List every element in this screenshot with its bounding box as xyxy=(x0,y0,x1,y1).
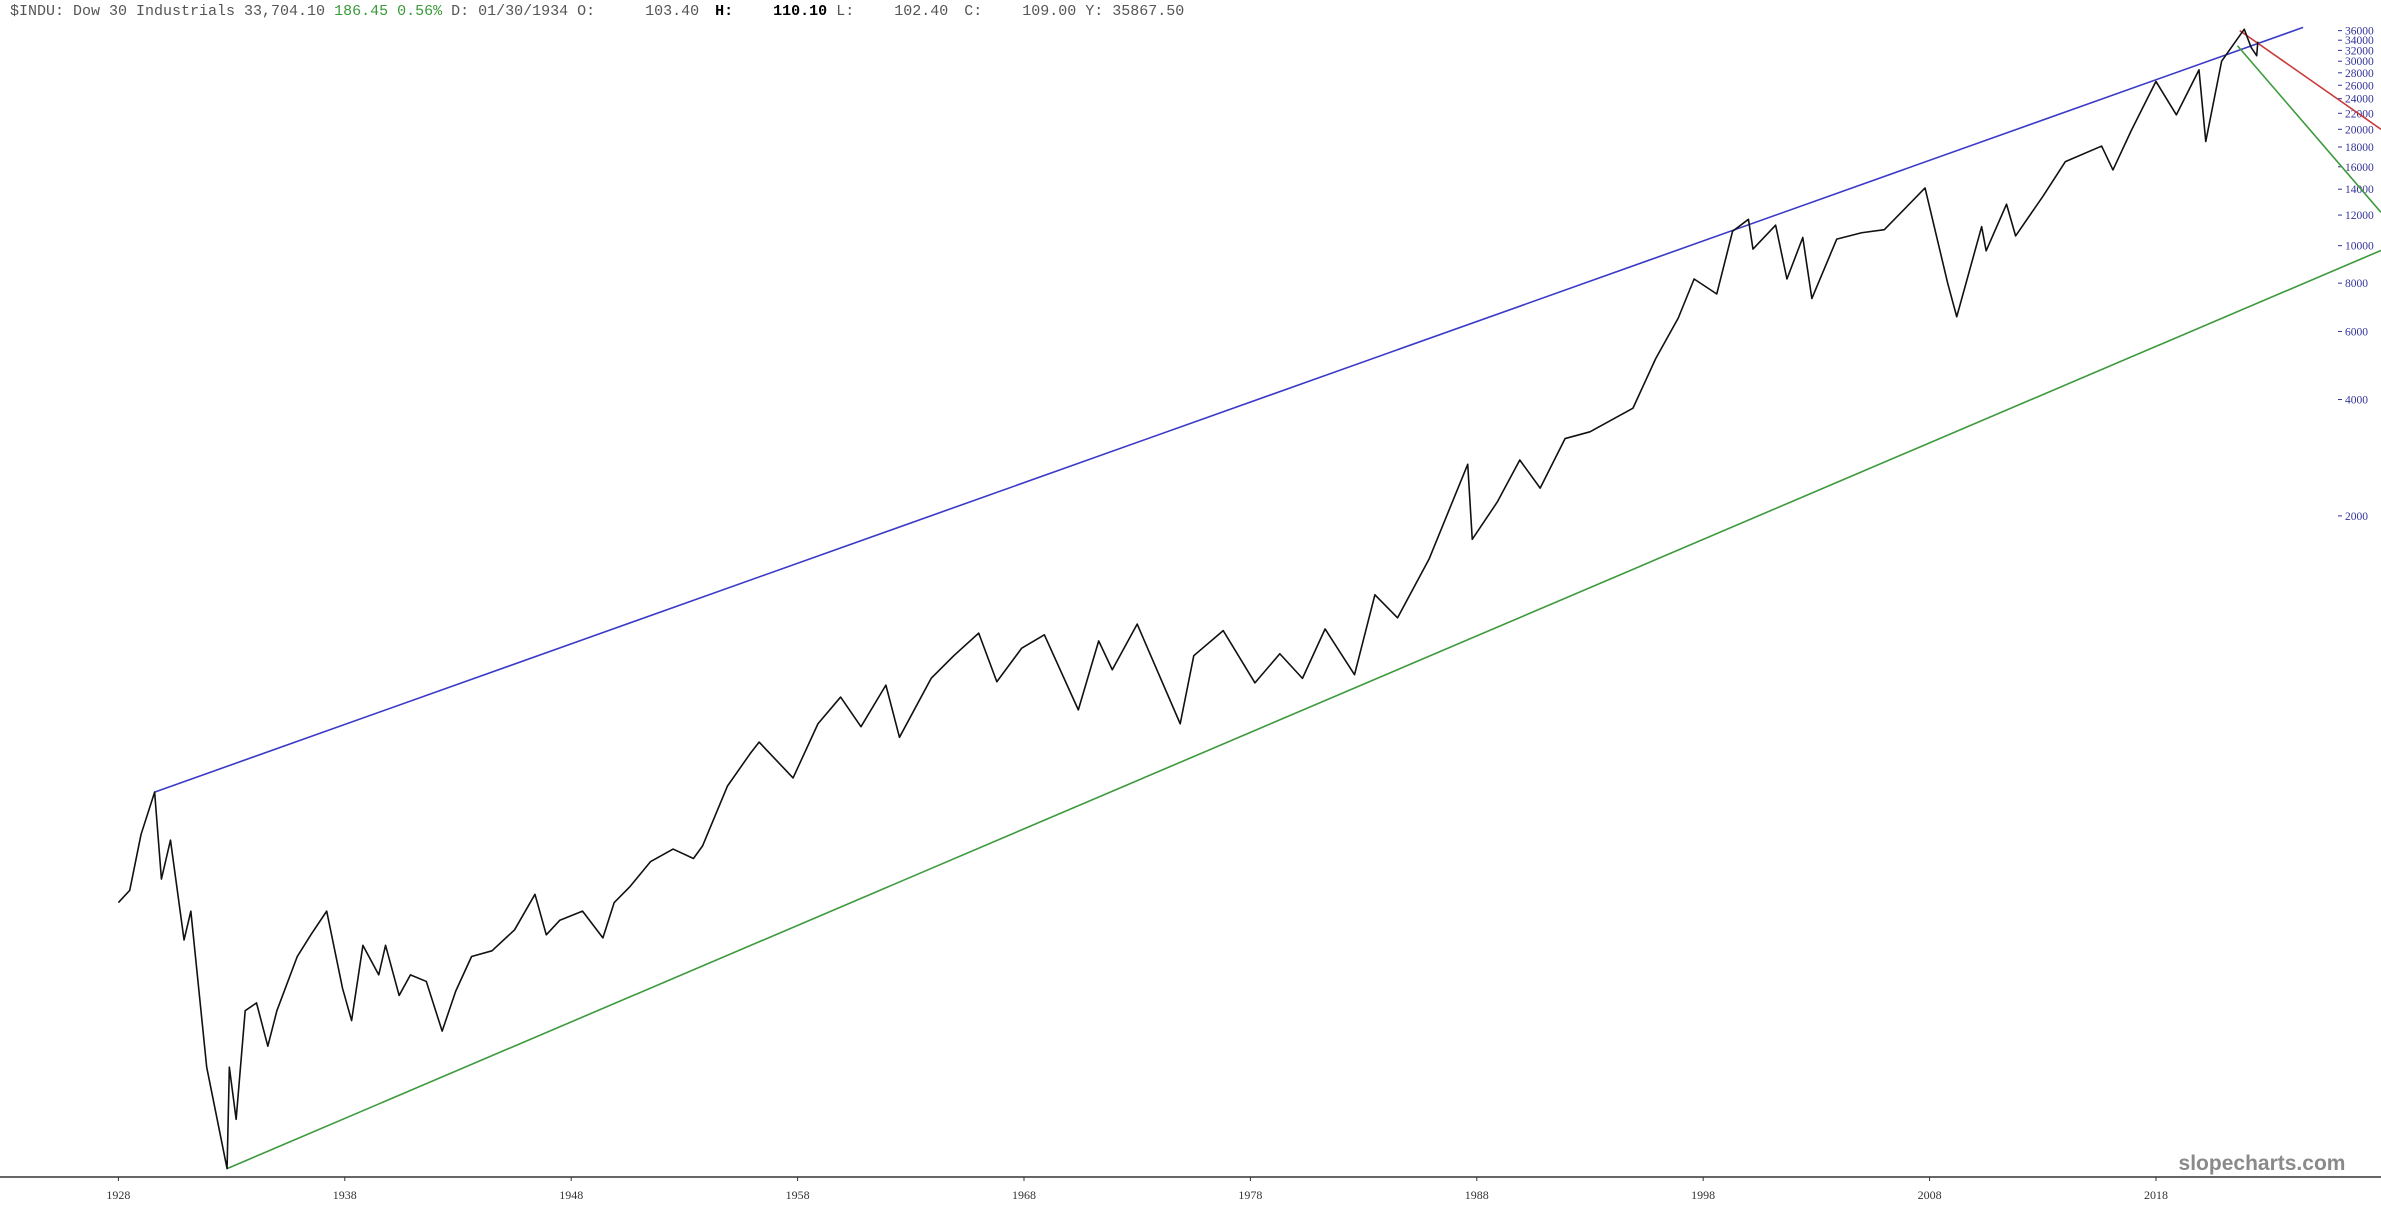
open: 103.40 xyxy=(645,3,700,20)
y-value: 35867.50 xyxy=(1112,3,1185,20)
trendline xyxy=(154,26,2304,793)
x-tick-label: 2008 xyxy=(1918,1188,1942,1202)
y-tick-label: 8000 xyxy=(2345,278,2368,290)
close: 109.00 xyxy=(1022,3,1077,20)
x-tick-label: 1988 xyxy=(1465,1188,1489,1202)
y-tick-label: 28000 xyxy=(2345,68,2374,80)
y-tick-label: 32000 xyxy=(2345,45,2374,57)
date: 01/30/1934 xyxy=(478,3,569,20)
trendline xyxy=(226,249,2381,1170)
x-tick-label: 1978 xyxy=(1238,1188,1262,1202)
name: Dow 30 Industrials xyxy=(73,3,236,20)
y-tick-label: 10000 xyxy=(2345,241,2374,253)
x-tick-label: 1968 xyxy=(1012,1188,1036,1202)
low: 102.40 xyxy=(894,3,949,20)
y-tick-label: 14000 xyxy=(2345,184,2374,196)
date-label: D: xyxy=(451,3,470,20)
y-tick-label: 20000 xyxy=(2345,124,2374,136)
price-line xyxy=(117,28,2259,1170)
x-tick-label: 1958 xyxy=(786,1188,810,1202)
watermark: slopecharts.com xyxy=(2179,1152,2346,1175)
y-tick-label: 2000 xyxy=(2345,511,2368,523)
change: 186.45 xyxy=(334,3,389,20)
x-tick-label: 1998 xyxy=(1691,1188,1715,1202)
y-tick-label: 34000 xyxy=(2345,35,2374,47)
open-label: O: xyxy=(577,3,596,20)
symbol: $INDU: xyxy=(10,3,65,20)
high: 110.10 xyxy=(773,3,828,20)
y-tick-label: 4000 xyxy=(2345,395,2368,407)
y-tick-label: 12000 xyxy=(2345,210,2374,222)
x-tick-label: 2018 xyxy=(2144,1188,2168,1202)
trendline xyxy=(2239,29,2381,130)
x-tick-label: 1938 xyxy=(333,1188,357,1202)
quote-header: $INDU: Dow 30 Industrials 33,704.10 186.45 0… xyxy=(10,3,1193,20)
y-tick-label: 30000 xyxy=(2345,56,2374,68)
y-tick-label: 36000 xyxy=(2345,26,2374,38)
y-tick-label: 18000 xyxy=(2345,142,2374,154)
y-tick-label: 6000 xyxy=(2345,326,2368,338)
y-tick-label: 16000 xyxy=(2345,162,2374,174)
close-label: C: xyxy=(964,3,983,20)
y-label: Y: xyxy=(1085,3,1104,20)
y-tick-label: 24000 xyxy=(2345,94,2374,106)
change-pct: 0.56% xyxy=(397,3,443,20)
trendline xyxy=(2236,45,2381,213)
last: 33,704.10 xyxy=(244,3,326,20)
x-tick-label: 1948 xyxy=(559,1188,583,1202)
x-tick-label: 1928 xyxy=(106,1188,130,1202)
low-label: L: xyxy=(836,3,855,20)
y-tick-label: 26000 xyxy=(2345,80,2374,92)
high-label: H: xyxy=(715,3,734,20)
